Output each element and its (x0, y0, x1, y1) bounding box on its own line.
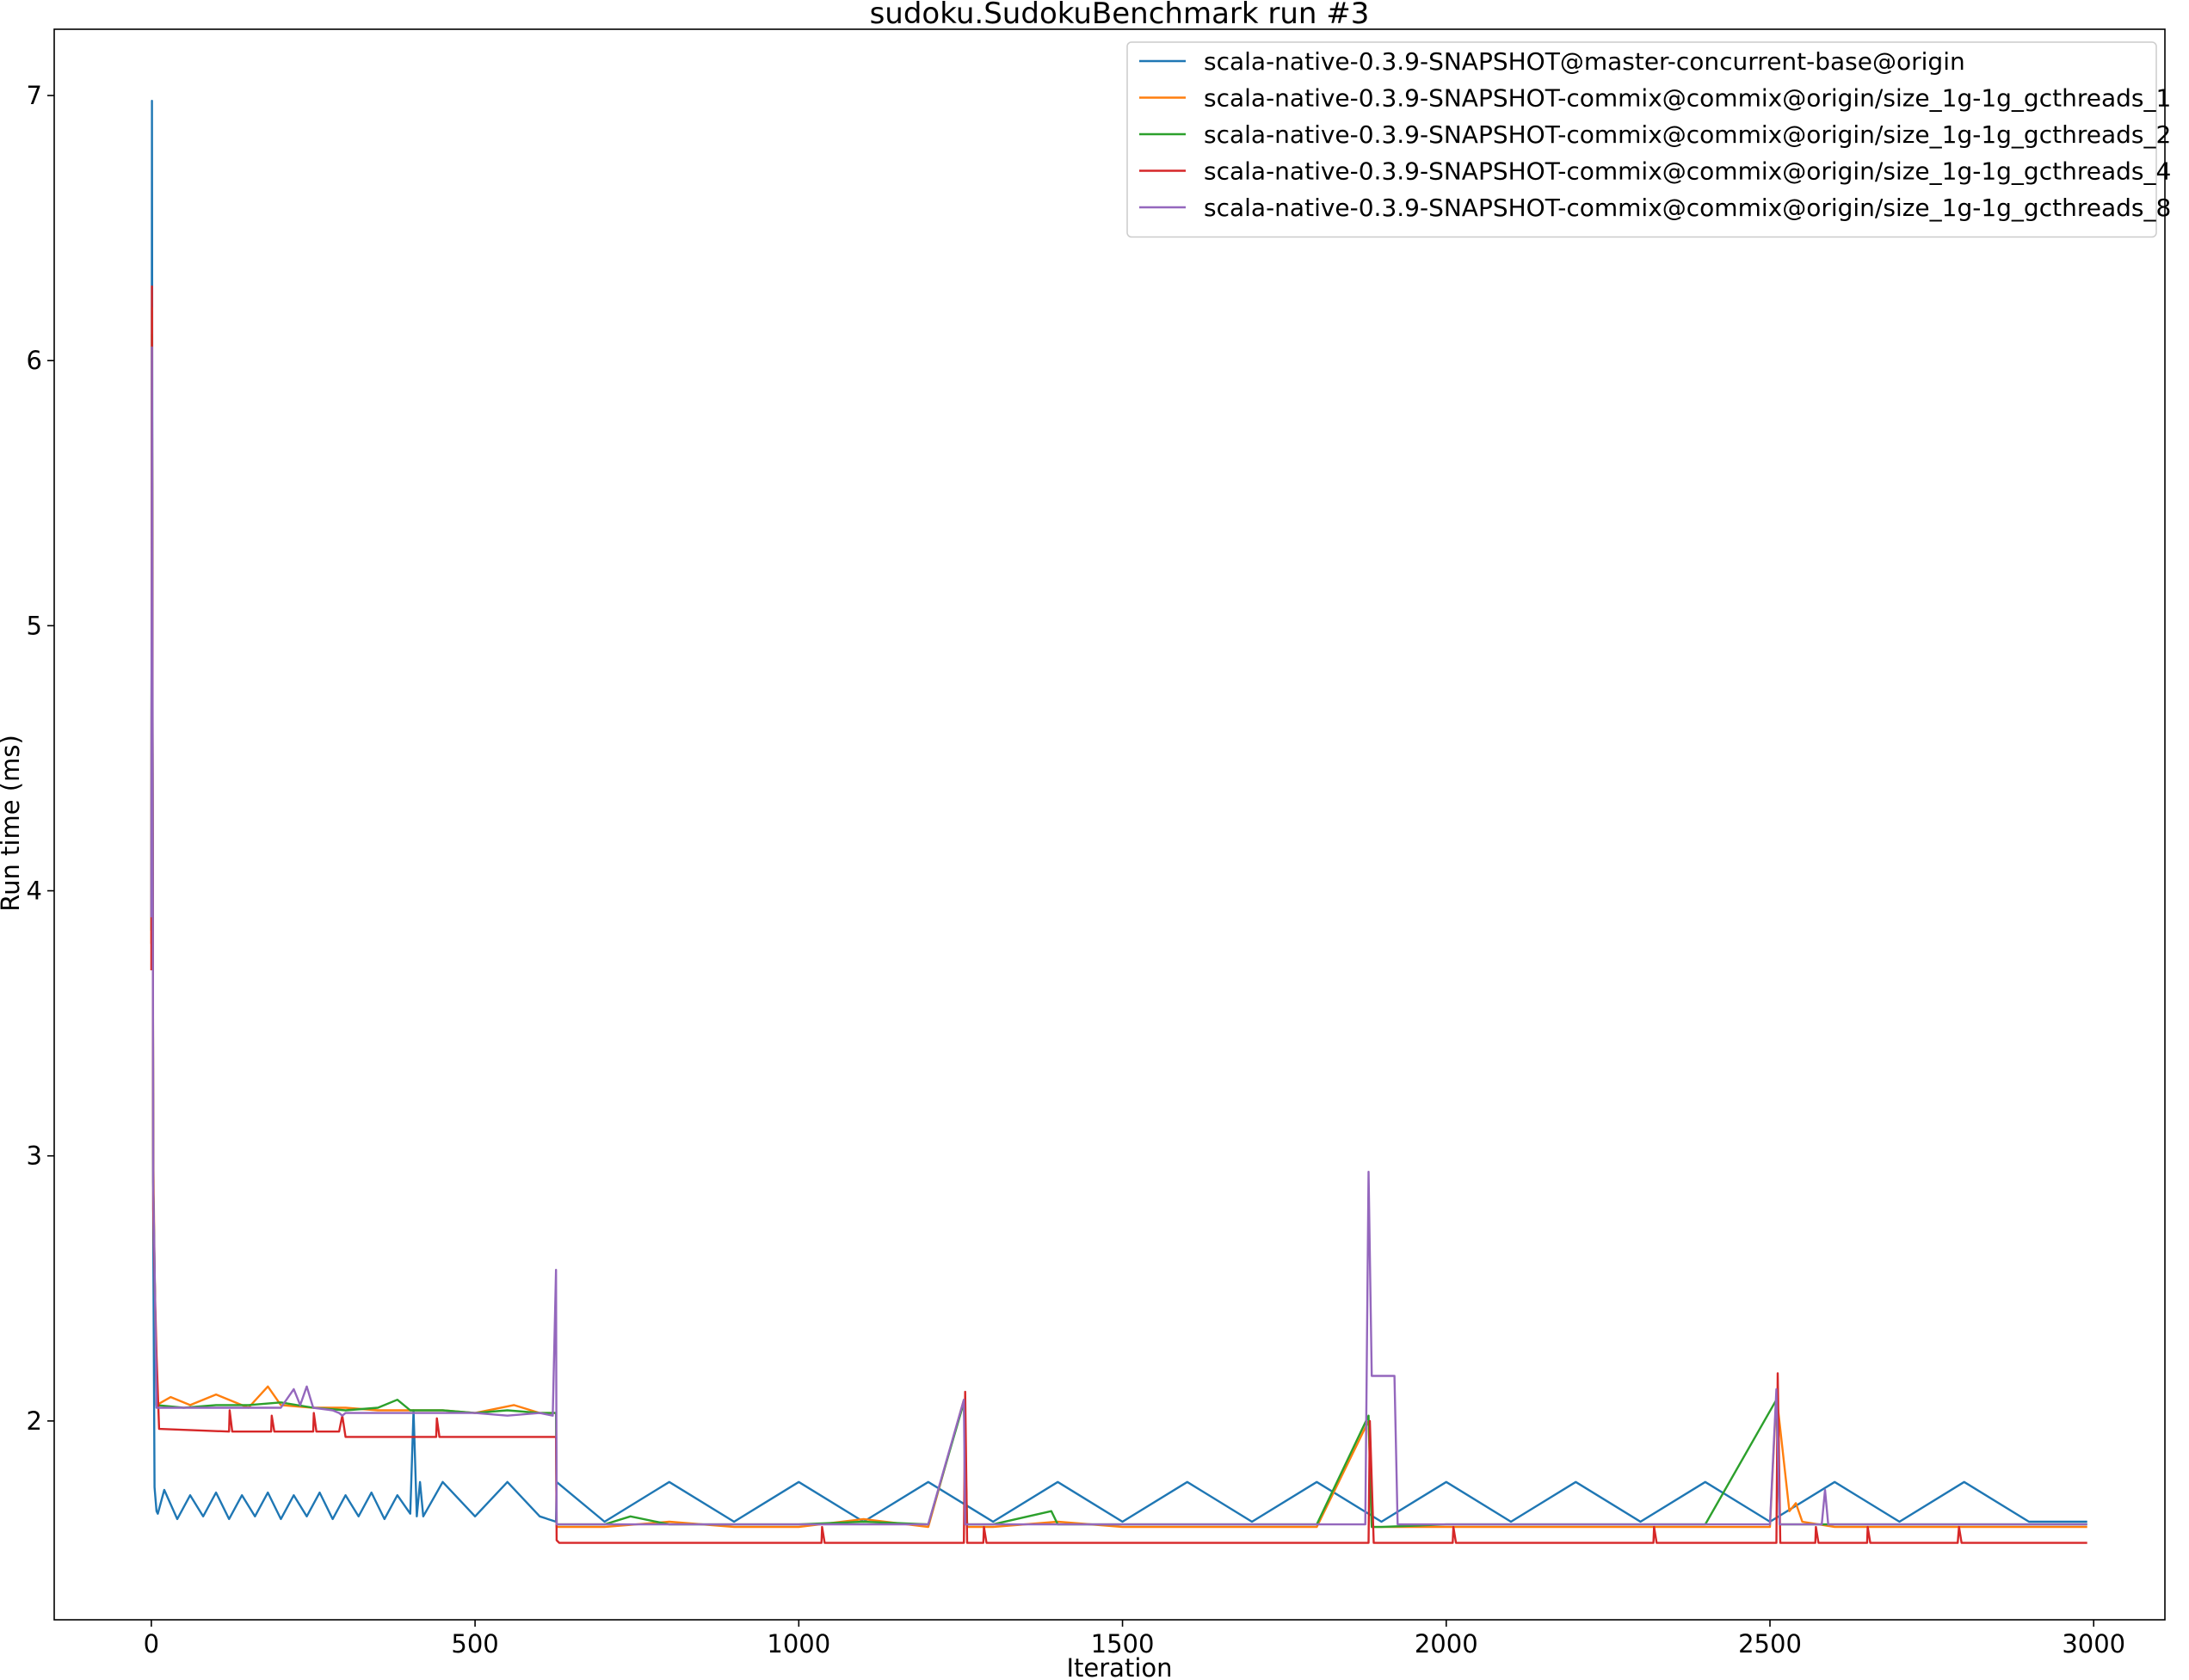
y-tick-label: 3 (27, 1142, 42, 1171)
x-tick-label: 0 (144, 1629, 159, 1658)
y-tick-label: 5 (27, 611, 42, 640)
legend: scala-native-0.3.9-SNAPSHOT@master-concu… (1126, 41, 2171, 238)
y-tick-label: 7 (27, 81, 42, 110)
series-line-5 (150, 346, 2087, 1526)
y-axis-label: Run time (ms) (0, 735, 25, 912)
series-line-4 (150, 285, 2087, 1544)
plot-frame (53, 28, 2166, 1621)
y-axis-ticks: 2 3 4 5 6 7 (27, 81, 54, 1436)
x-tick-label: 1500 (1091, 1629, 1155, 1658)
x-tick-label: 500 (451, 1629, 498, 1658)
x-axis-ticks: 0 500 1000 1500 2000 2500 3000 (144, 1620, 2125, 1658)
plot-lines (150, 99, 2087, 1544)
y-tick-label: 4 (27, 877, 42, 906)
x-axis-label: Iteration (1066, 1653, 1172, 1680)
y-tick-label: 6 (27, 346, 42, 375)
legend-entry-3: scala-native-0.3.9-SNAPSHOT-commix@commi… (1204, 120, 2171, 149)
y-tick-label: 2 (27, 1406, 42, 1436)
x-tick-label: 2000 (1415, 1629, 1478, 1658)
x-tick-label: 2500 (1738, 1629, 1802, 1658)
legend-entry-5: scala-native-0.3.9-SNAPSHOT-commix@commi… (1204, 194, 2171, 222)
legend-entry-1: scala-native-0.3.9-SNAPSHOT@master-concu… (1204, 47, 1965, 76)
x-tick-label: 1000 (767, 1629, 830, 1658)
legend-box (1126, 41, 2157, 238)
chart-title: sudoku.SudokuBenchmark run #3 (870, 0, 1370, 31)
legend-entry-4: scala-native-0.3.9-SNAPSHOT-commix@commi… (1204, 157, 2171, 186)
x-tick-label: 3000 (2062, 1629, 2125, 1658)
series-line-1 (150, 99, 2087, 1523)
legend-entry-2: scala-native-0.3.9-SNAPSHOT-commix@commi… (1204, 84, 2171, 113)
